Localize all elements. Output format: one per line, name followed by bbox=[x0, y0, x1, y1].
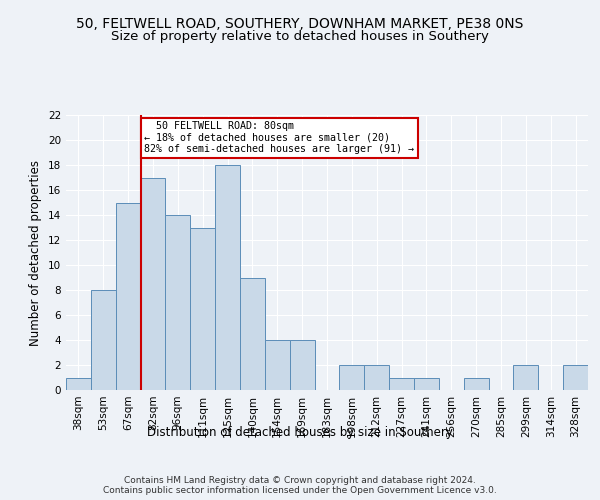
Bar bbox=[563, 365, 588, 390]
Bar bbox=[514, 365, 538, 390]
Bar bbox=[190, 228, 215, 390]
Bar bbox=[140, 178, 166, 390]
Bar bbox=[166, 215, 190, 390]
Bar bbox=[91, 290, 116, 390]
Text: 50 FELTWELL ROAD: 80sqm
← 18% of detached houses are smaller (20)
82% of semi-de: 50 FELTWELL ROAD: 80sqm ← 18% of detache… bbox=[145, 121, 415, 154]
Bar bbox=[414, 378, 439, 390]
Bar bbox=[116, 202, 140, 390]
Text: Contains HM Land Registry data © Crown copyright and database right 2024.
Contai: Contains HM Land Registry data © Crown c… bbox=[103, 476, 497, 495]
Bar bbox=[340, 365, 364, 390]
Bar bbox=[364, 365, 389, 390]
Bar bbox=[389, 378, 414, 390]
Y-axis label: Number of detached properties: Number of detached properties bbox=[29, 160, 43, 346]
Bar bbox=[66, 378, 91, 390]
Bar bbox=[265, 340, 290, 390]
Bar bbox=[215, 165, 240, 390]
Bar bbox=[290, 340, 314, 390]
Text: Size of property relative to detached houses in Southery: Size of property relative to detached ho… bbox=[111, 30, 489, 43]
Text: Distribution of detached houses by size in Southery: Distribution of detached houses by size … bbox=[147, 426, 453, 439]
Bar bbox=[240, 278, 265, 390]
Text: 50, FELTWELL ROAD, SOUTHERY, DOWNHAM MARKET, PE38 0NS: 50, FELTWELL ROAD, SOUTHERY, DOWNHAM MAR… bbox=[76, 18, 524, 32]
Bar bbox=[464, 378, 488, 390]
